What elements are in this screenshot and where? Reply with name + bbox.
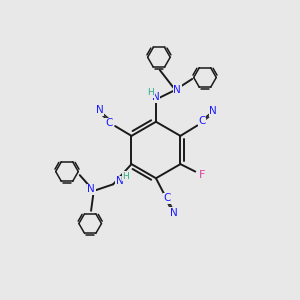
Text: N: N: [95, 105, 103, 115]
Text: N: N: [152, 92, 160, 102]
Text: N: N: [88, 184, 95, 194]
Text: N: N: [209, 106, 217, 116]
Text: C: C: [198, 116, 206, 126]
Text: C: C: [105, 118, 112, 128]
Text: H: H: [122, 172, 129, 181]
Text: N: N: [116, 176, 124, 186]
Text: C: C: [163, 193, 171, 203]
Text: H: H: [148, 88, 154, 98]
Text: F: F: [199, 169, 205, 179]
Text: N: N: [173, 85, 181, 95]
Text: N: N: [170, 208, 178, 218]
